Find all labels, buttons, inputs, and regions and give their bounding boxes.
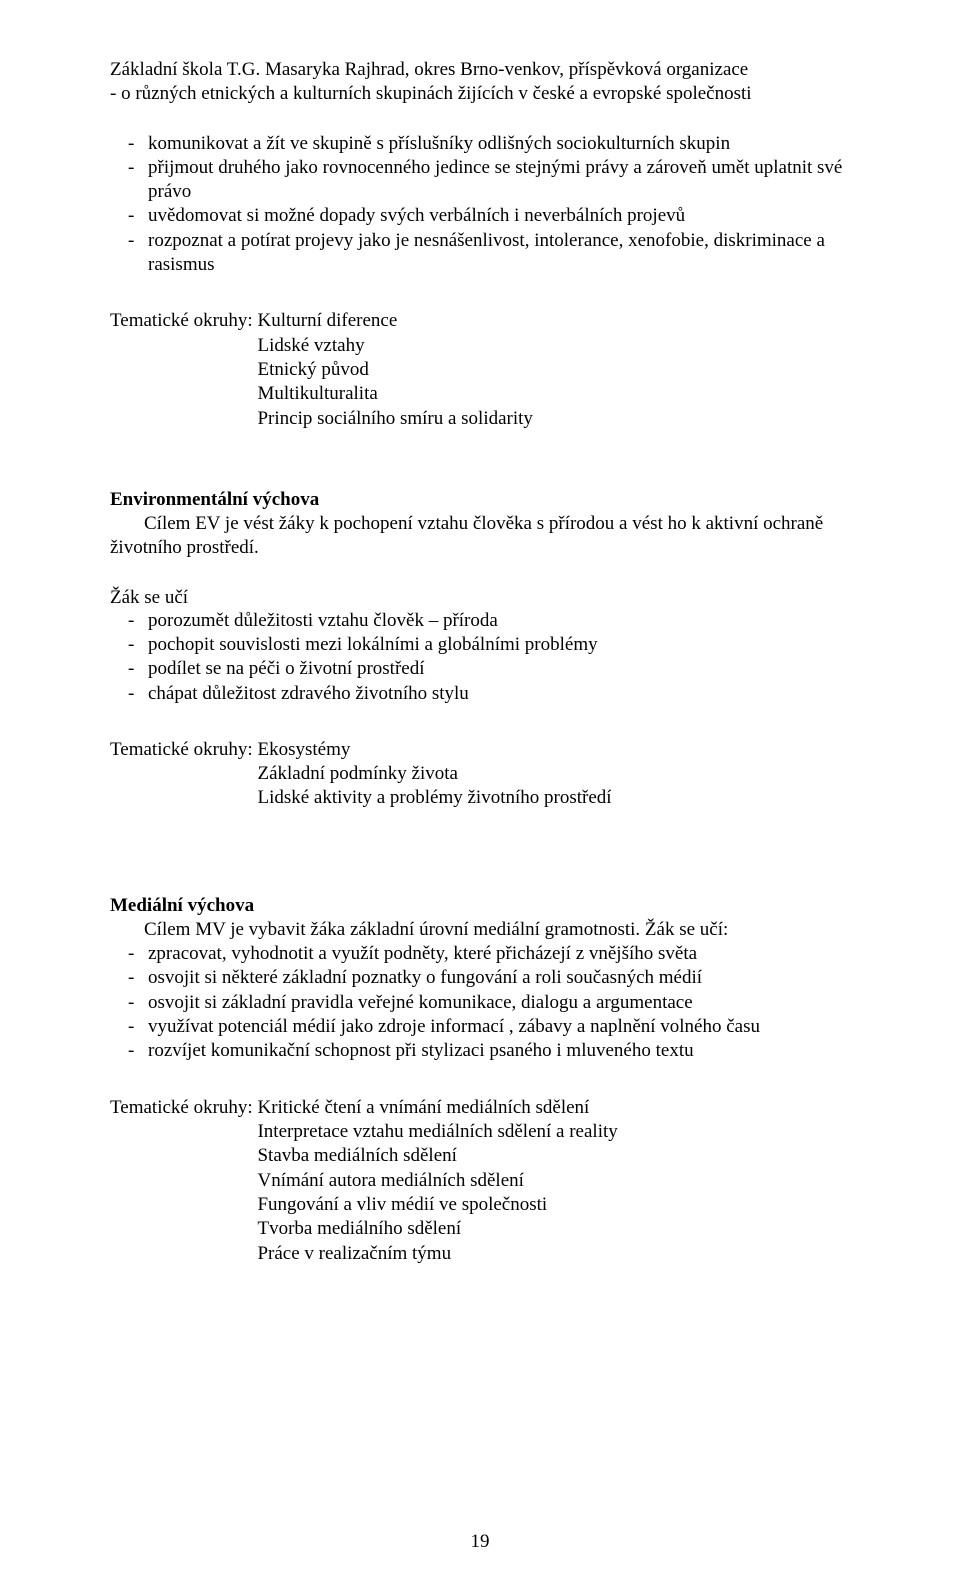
dash-icon: - [110, 83, 121, 104]
list-item: - zpracovat, vyhodnotit a využít podněty… [110, 942, 850, 966]
tematic-item: Interpretace vztahu mediálních sdělení a… [257, 1120, 617, 1144]
list-item-text: uvědomovat si možné dopady svých verbáln… [148, 204, 850, 228]
dash-icon: - [110, 633, 148, 657]
dash-icon: - [110, 609, 148, 633]
tematic-item: Kulturní diference [257, 309, 532, 333]
list-item-text: přijmout druhého jako rovnocenného jedin… [148, 156, 850, 205]
list-item: - využívat potenciál médií jako zdroje i… [110, 1015, 850, 1039]
media-heading: Mediální výchova [110, 895, 850, 917]
list-item: - osvojit si základní pravidla veřejné k… [110, 991, 850, 1015]
tematic-item: Práce v realizačním týmu [257, 1242, 617, 1266]
tematic-item: Stavba mediálních sdělení [257, 1144, 617, 1168]
dash-icon: - [110, 1039, 148, 1063]
list-item: - rozpoznat a potírat projevy jako je ne… [110, 229, 850, 278]
list-item-text: podílet se na péči o životní prostředí [148, 657, 850, 681]
page-number: 19 [0, 1531, 960, 1553]
list-item-text: porozumět důležitosti vztahu člověk – př… [148, 609, 850, 633]
list-item: - komunikovat a žít ve skupině s přísluš… [110, 132, 850, 156]
page: Základní škola T.G. Masaryka Rajhrad, ok… [0, 0, 960, 1587]
list-item-text: komunikovat a žít ve skupině s příslušní… [148, 132, 850, 156]
tematic-item: Základní podmínky života [257, 762, 611, 786]
env-paragraph: Cílem EV je vést žáky k pochopení vztahu… [110, 512, 850, 561]
tematic-item: Princip sociálního smíru a solidarity [257, 407, 532, 431]
list-item: - osvojit si některé základní poznatky o… [110, 966, 850, 990]
tematic-label: Tematické okruhy: [110, 1096, 257, 1266]
tematic-item: Fungování a vliv médií ve společnosti [257, 1193, 617, 1217]
dash-icon: - [110, 204, 148, 228]
list-item-text: využívat potenciál médií jako zdroje inf… [148, 1015, 850, 1039]
list-item-text: rozvíjet komunikační schopnost při styli… [148, 1039, 850, 1063]
list-item: - pochopit souvislosti mezi lokálními a … [110, 633, 850, 657]
list-item: - podílet se na péči o životní prostředí [110, 657, 850, 681]
intro-bullet-list: - komunikovat a žít ve skupině s přísluš… [110, 132, 850, 278]
tematic-item: Ekosystémy [257, 738, 611, 762]
tematic-okruhy-3: Tematické okruhy: Kritické čtení a vnímá… [110, 1096, 850, 1266]
dash-icon: - [110, 1015, 148, 1039]
list-item-text: pochopit souvislosti mezi lokálními a gl… [148, 633, 850, 657]
list-item: - rozvíjet komunikační schopnost při sty… [110, 1039, 850, 1063]
media-paragraph: Cílem MV je vybavit žáka základní úrovní… [110, 918, 850, 942]
tematic-item: Tvorba mediálního sdělení [257, 1217, 617, 1241]
dash-icon: - [110, 966, 148, 990]
list-item: - porozumět důležitosti vztahu člověk – … [110, 609, 850, 633]
tematic-item: Multikulturalita [257, 382, 532, 406]
dash-icon: - [110, 682, 148, 706]
dash-icon: - [110, 657, 148, 681]
dash-icon: - [110, 132, 148, 156]
zak-label: Žák se učí [110, 587, 850, 609]
header-line-2: - o různých etnických a kulturních skupi… [110, 82, 850, 106]
tematic-item: Etnický původ [257, 358, 532, 382]
dash-icon: - [110, 229, 148, 278]
dash-icon: - [110, 991, 148, 1015]
header-line-2-text: o různých etnických a kulturních skupiná… [121, 83, 752, 104]
dash-icon: - [110, 156, 148, 205]
list-item: - chápat důležitost zdravého životního s… [110, 682, 850, 706]
tematic-item: Vnímání autora mediálních sdělení [257, 1169, 617, 1193]
tematic-label: Tematické okruhy: [110, 738, 257, 811]
list-item-text: osvojit si některé základní poznatky o f… [148, 966, 850, 990]
media-bullet-list: - zpracovat, vyhodnotit a využít podněty… [110, 942, 850, 1064]
tematic-item: Lidské vztahy [257, 334, 532, 358]
tematic-label: Tematické okruhy: [110, 309, 257, 431]
list-item-text: rozpoznat a potírat projevy jako je nesn… [148, 229, 850, 278]
env-heading: Environmentální výchova [110, 489, 850, 511]
tematic-item: Kritické čtení a vnímání mediálních sděl… [257, 1096, 617, 1120]
list-item: - uvědomovat si možné dopady svých verbá… [110, 204, 850, 228]
tematic-item: Lidské aktivity a problémy životního pro… [257, 786, 611, 810]
dash-icon: - [110, 942, 148, 966]
tematic-okruhy-2: Tematické okruhy: Ekosystémy Základní po… [110, 738, 850, 811]
list-item-text: chápat důležitost zdravého životního sty… [148, 682, 850, 706]
env-bullet-list: - porozumět důležitosti vztahu člověk – … [110, 609, 850, 706]
tematic-okruhy-1: Tematické okruhy: Kulturní diference Lid… [110, 309, 850, 431]
document-header: Základní škola T.G. Masaryka Rajhrad, ok… [110, 58, 850, 106]
list-item-text: osvojit si základní pravidla veřejné kom… [148, 991, 850, 1015]
list-item-text: zpracovat, vyhodnotit a využít podněty, … [148, 942, 850, 966]
header-line-1: Základní škola T.G. Masaryka Rajhrad, ok… [110, 58, 850, 82]
list-item: - přijmout druhého jako rovnocenného jed… [110, 156, 850, 205]
